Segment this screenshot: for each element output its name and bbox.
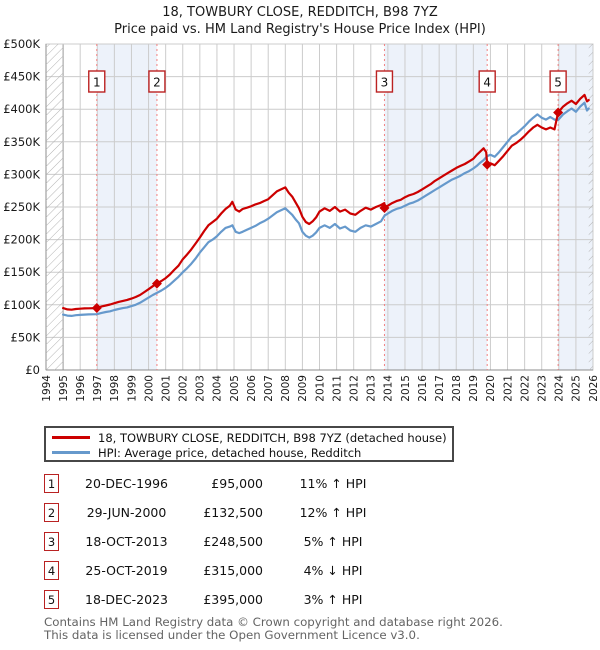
svg-text:£500K: £500K (3, 37, 40, 51)
legend-item-hpi: HPI: Average price, detached house, Redd… (52, 445, 452, 460)
sale-vs-hpi: 3% ↑ HPI (303, 592, 363, 607)
sale-number-badge: 1 (44, 474, 59, 493)
svg-text:2023: 2023 (537, 375, 549, 402)
svg-text:1: 1 (93, 76, 101, 90)
no-data-hatch (46, 44, 593, 370)
svg-text:2014: 2014 (383, 375, 395, 402)
legend-item-property: 18, TOWBURY CLOSE, REDDITCH, B98 7YZ (de… (52, 430, 452, 445)
svg-text:2022: 2022 (519, 375, 531, 402)
sales-table: 1 20-DEC-1996 £95,000 11% ↑ HPI 2 29-JUN… (44, 473, 564, 618)
sale-price: £315,000 (203, 563, 263, 578)
sale-vs-hpi: 5% ↑ HPI (303, 534, 363, 549)
page-title: 18, TOWBURY CLOSE, REDDITCH, B98 7YZ (162, 5, 438, 20)
hpi-line-swatch (52, 451, 90, 454)
svg-text:2012: 2012 (348, 375, 360, 402)
sale-date: 25-OCT-2019 (85, 563, 168, 578)
svg-text:2008: 2008 (280, 375, 292, 402)
sale-date-lines (96, 44, 559, 370)
svg-text:2006: 2006 (246, 375, 258, 402)
sale-price: £395,000 (203, 592, 263, 607)
hpi-line (61, 101, 590, 317)
svg-text:£150K: £150K (3, 265, 40, 279)
svg-text:£0: £0 (25, 363, 40, 377)
grid (45, 43, 594, 371)
svg-text:2003: 2003 (195, 375, 207, 402)
svg-text:£350K: £350K (3, 135, 40, 149)
property-line-swatch (52, 436, 90, 439)
svg-text:2024: 2024 (554, 375, 566, 402)
sale-number-badge: 4 (44, 561, 59, 580)
sale-number-badge: 2 (44, 503, 59, 522)
svg-text:2001: 2001 (160, 375, 172, 402)
sale-date: 29-JUN-2000 (86, 505, 167, 520)
svg-text:2018: 2018 (451, 375, 463, 402)
sale-vs-hpi: 4% ↓ HPI (303, 563, 363, 578)
svg-text:2017: 2017 (434, 375, 446, 402)
price-chart: 1 2 3 4 5 £0 £50K £100K £150K £200K £250K £300K £350… (3, 37, 600, 402)
sale-vs-hpi: 11% ↑ HPI (299, 476, 367, 491)
svg-text:2016: 2016 (417, 375, 429, 402)
svg-text:1998: 1998 (109, 375, 121, 402)
svg-text:1995: 1995 (58, 375, 70, 402)
svg-text:2025: 2025 (571, 375, 583, 402)
svg-text:2: 2 (153, 76, 161, 90)
svg-text:1999: 1999 (126, 375, 138, 402)
sale-price: £132,500 (203, 505, 263, 520)
svg-text:2026: 2026 (588, 375, 600, 402)
svg-text:2020: 2020 (485, 375, 497, 402)
chart-legend: 18, TOWBURY CLOSE, REDDITCH, B98 7YZ (de… (44, 426, 454, 462)
x-axis-labels: 1994 1995 1996 1997 1998 1999 2000 2001 2002 2003… (41, 375, 600, 402)
svg-text:2009: 2009 (297, 375, 309, 402)
table-row: 5 18-DEC-2023 £395,000 3% ↑ HPI (44, 589, 564, 610)
svg-text:2013: 2013 (366, 375, 378, 402)
svg-text:2021: 2021 (502, 375, 514, 402)
footer-line-2: This data is licensed under the Open Gov… (44, 627, 420, 642)
sale-number-badge: 3 (44, 532, 59, 551)
table-row: 1 20-DEC-1996 £95,000 11% ↑ HPI (44, 473, 564, 494)
svg-text:£300K: £300K (3, 167, 40, 181)
svg-text:2005: 2005 (229, 375, 241, 402)
svg-text:4: 4 (483, 76, 491, 90)
sale-number-badge: 5 (44, 590, 59, 609)
sale-price: £248,500 (203, 534, 263, 549)
sale-date: 18-OCT-2013 (85, 534, 168, 549)
footer-line-1: Contains HM Land Registry data © Crown c… (44, 615, 503, 629)
svg-text:2015: 2015 (400, 375, 412, 402)
svg-text:2010: 2010 (314, 375, 326, 402)
legend-label-property: 18, TOWBURY CLOSE, REDDITCH, B98 7YZ (de… (98, 430, 447, 445)
table-row: 4 25-OCT-2019 £315,000 4% ↓ HPI (44, 560, 564, 581)
sale-label-boxes: 1 2 3 4 5 (88, 70, 567, 93)
svg-text:2007: 2007 (263, 375, 275, 402)
svg-text:1994: 1994 (41, 375, 53, 402)
svg-text:£250K: £250K (3, 200, 40, 214)
svg-text:2002: 2002 (178, 375, 190, 402)
sale-price: £95,000 (211, 476, 263, 491)
svg-text:2004: 2004 (212, 375, 224, 402)
svg-text:2011: 2011 (331, 375, 343, 402)
svg-text:2019: 2019 (468, 375, 480, 402)
svg-text:2000: 2000 (143, 375, 155, 402)
sale-vs-hpi: 12% ↑ HPI (299, 505, 367, 520)
svg-text:1997: 1997 (92, 375, 104, 402)
svg-text:1996: 1996 (75, 375, 87, 402)
sale-date: 20-DEC-1996 (85, 476, 168, 491)
svg-text:3: 3 (381, 76, 389, 90)
license-footer: Contains HM Land Registry data © Crown c… (44, 616, 584, 641)
svg-text:5: 5 (554, 76, 562, 90)
svg-text:£450K: £450K (3, 70, 40, 84)
svg-text:£400K: £400K (3, 102, 40, 116)
y-axis-labels: £0 £50K £100K £150K £200K £250K £300K £350K £400… (3, 37, 40, 377)
sale-date: 18-DEC-2023 (85, 592, 168, 607)
legend-label-hpi: HPI: Average price, detached house, Redd… (98, 445, 362, 460)
table-row: 2 29-JUN-2000 £132,500 12% ↑ HPI (44, 502, 564, 523)
page-subtitle: Price paid vs. HM Land Registry's House … (114, 22, 486, 37)
svg-text:£100K: £100K (3, 298, 40, 312)
svg-text:£200K: £200K (3, 233, 40, 247)
svg-text:£50K: £50K (11, 330, 41, 344)
sale-markers (91, 107, 564, 314)
table-row: 3 18-OCT-2013 £248,500 5% ↑ HPI (44, 531, 564, 552)
